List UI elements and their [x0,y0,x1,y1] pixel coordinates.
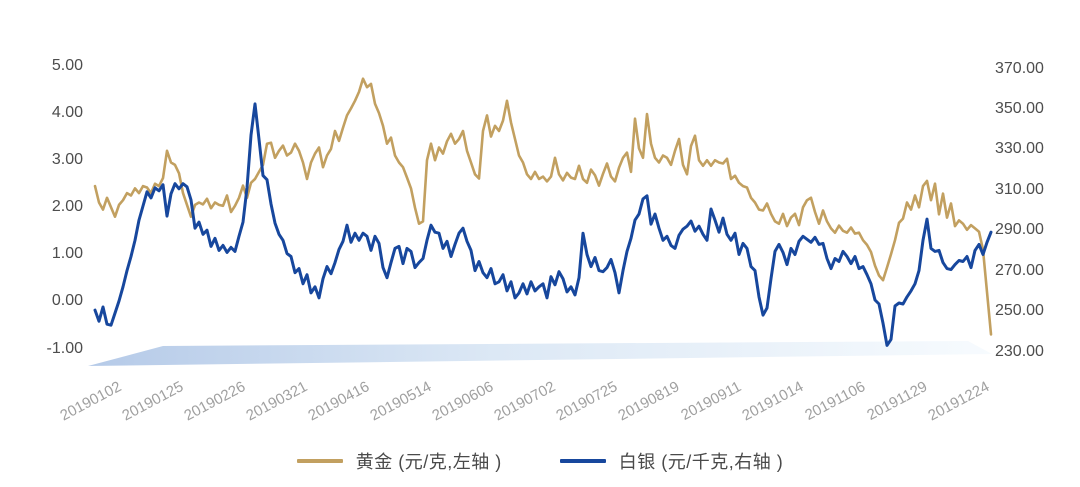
y-axis-left-tick-label: 0.00 [51,292,83,310]
silver-line-swatch [559,459,606,463]
y-axis-right-tick-label: 330.00 [995,140,1044,158]
legend-label-silver: 白银 (元/千克,右轴 ) [618,452,784,472]
y-axis-left-tick-label: 5.00 [51,57,83,74]
silver-series-line [93,102,993,347]
y-axis-right-tick-label: 370.00 [995,59,1044,77]
y-axis-right-tick-label: 270.00 [995,261,1044,279]
y-axis-left-tick-label: 1.00 [51,245,83,263]
chart-legend: 黄金 (元/克,左轴 ) 白银 (元/千克,右轴 ) [0,448,1080,474]
gold-line-swatch [296,459,343,463]
y-axis-right-tick-label: 290.00 [995,221,1044,239]
y-axis-left-tick-label: 4.00 [51,104,83,122]
legend-item-silver: 白银 (元/千克,右轴 ) [559,448,784,474]
y-axis-left-tick-label: 3.00 [51,151,83,169]
chart-floor-decoration [88,341,992,366]
y-axis-right-tick-label: 250.00 [995,302,1044,320]
y-axis-right-tick-label: 230.00 [995,342,1044,360]
y-axis-right-tick-label: 350.00 [995,99,1044,117]
gold-series-line [93,77,993,336]
y-axis-left-tick-label: -1.00 [46,339,83,357]
legend-label-gold: 黄金 (元/克,左轴 ) [355,452,502,472]
y-axis-left-tick-label: 2.00 [51,198,83,216]
legend-item-gold: 黄金 (元/克,左轴 ) [296,448,502,474]
y-axis-right-tick-label: 310.00 [995,180,1044,198]
